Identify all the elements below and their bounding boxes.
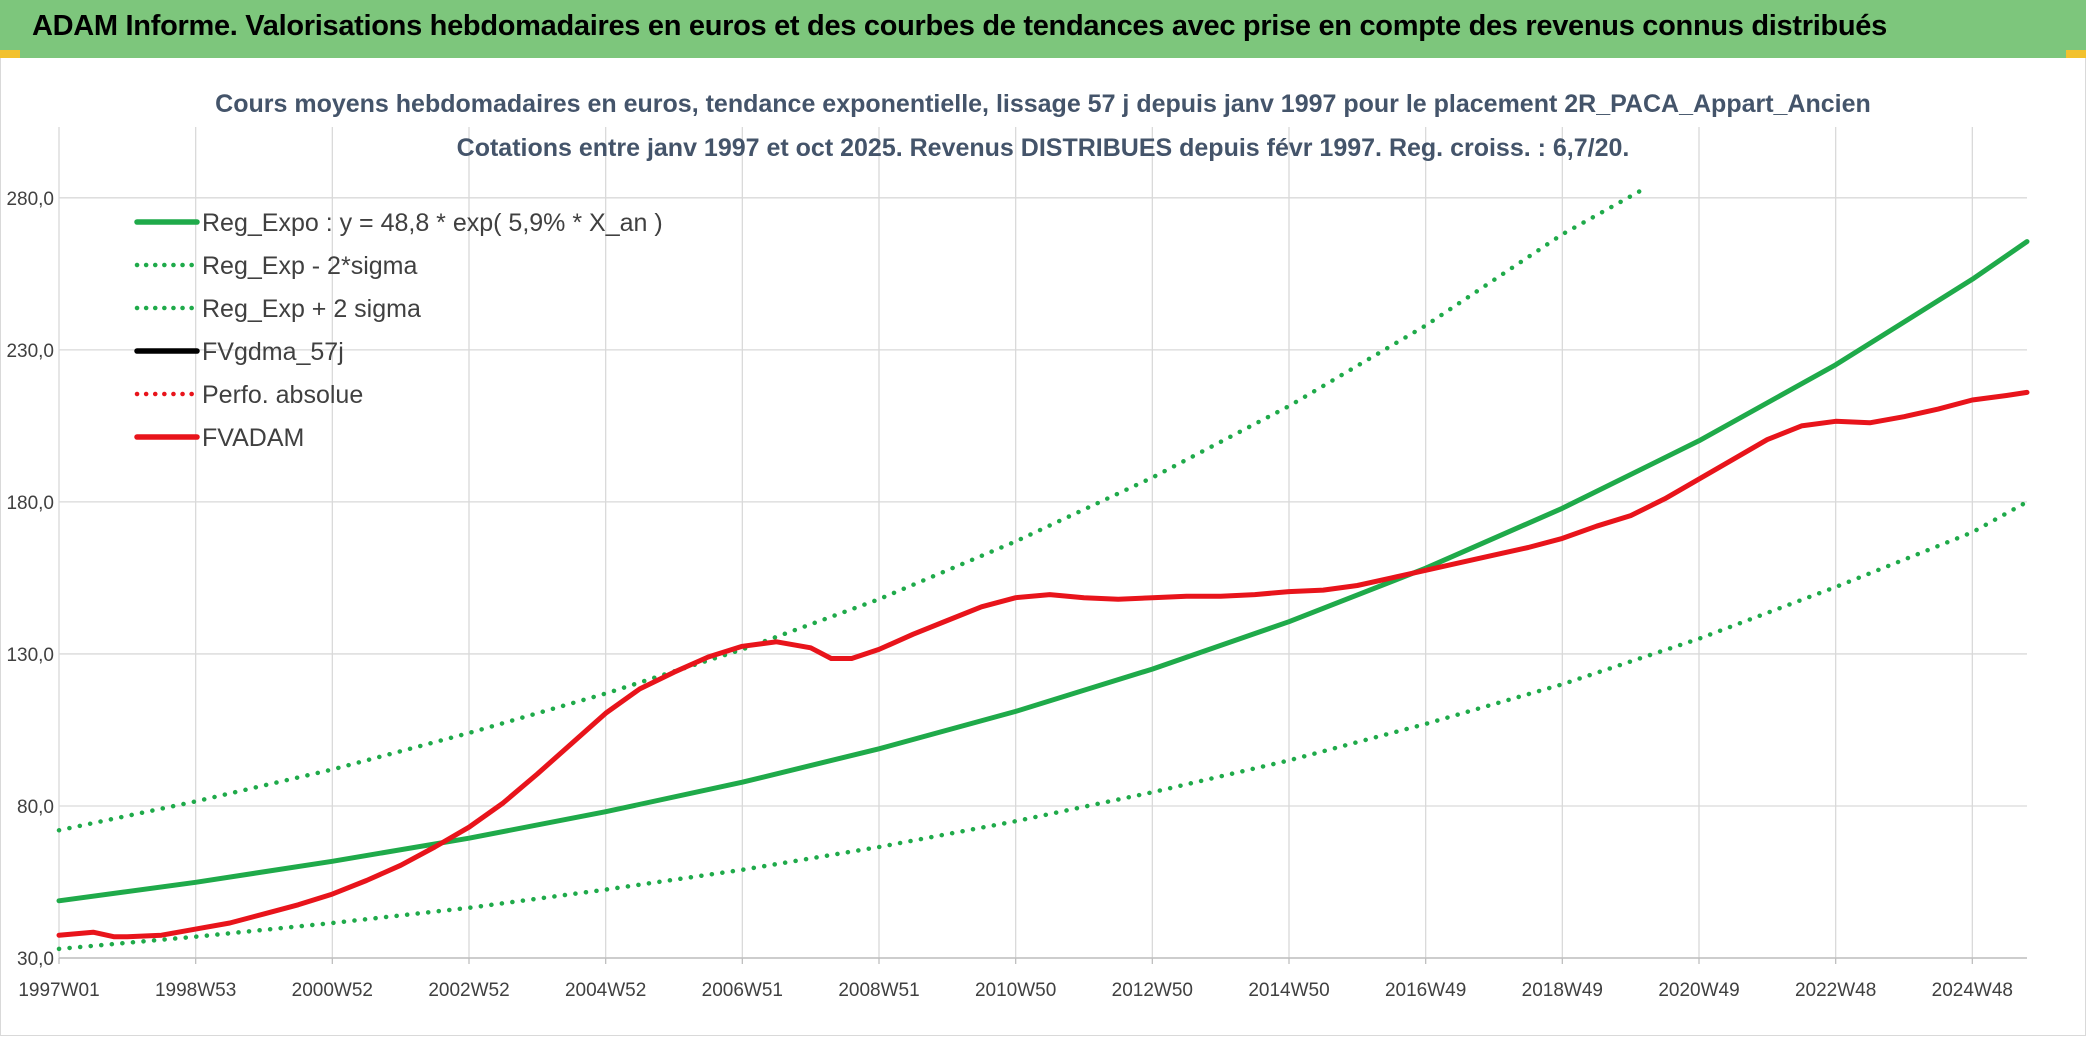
legend-label: FVADAM [202, 424, 304, 452]
series-group [56, 186, 2030, 952]
x-tick-label: 2018W49 [1522, 980, 1603, 1001]
gridlines [58, 127, 2027, 964]
legend: Reg_Expo : y = 48,8 * exp( 5,9% * X_an )… [134, 209, 663, 452]
y-tick-label: 280,0 [6, 189, 54, 210]
legend-label: Reg_Expo : y = 48,8 * exp( 5,9% * X_an ) [202, 209, 663, 237]
y-tick-label: 130,0 [6, 645, 54, 666]
x-tick-label: 2002W52 [428, 980, 509, 1001]
x-tick-label: 2004W52 [565, 980, 646, 1001]
chart-subtitle: Cotations entre janv 1997 et oct 2025. R… [457, 134, 1630, 162]
legend-label: Perfo. absolue [202, 381, 363, 409]
page-title: ADAM Informe. Valorisations hebdomadaire… [32, 10, 1887, 42]
series-line-5 [56, 389, 2030, 940]
x-tick-label: 2020W49 [1658, 980, 1739, 1001]
x-tick-label: 2016W49 [1385, 980, 1466, 1001]
x-tick-label: 2006W51 [702, 980, 783, 1001]
y-tick-label: 80,0 [17, 797, 54, 818]
legend-label: FVgdma_57j [202, 338, 344, 366]
chart-title: Cours moyens hebdomadaires en euros, ten… [215, 90, 1871, 118]
x-tick-label: 2014W50 [1248, 980, 1329, 1001]
x-tick-label: 2000W52 [292, 980, 373, 1001]
accent-corner-left [0, 50, 20, 58]
x-tick-label: 2010W50 [975, 980, 1056, 1001]
x-tick-label: 2022W48 [1795, 980, 1876, 1001]
legend-label: Reg_Exp + 2 sigma [202, 295, 421, 323]
x-axis-ticks: 1997W01 1998W53 2000W52 2002W52 2004W52 2006W… [18, 980, 2013, 1001]
y-tick-label: 180,0 [6, 493, 54, 514]
x-tick-label: 2012W50 [1112, 980, 1193, 1001]
y-tick-label: 230,0 [6, 341, 54, 362]
header-banner: ADAM Informe. Valorisations hebdomadaire… [0, 0, 2086, 58]
x-tick-label: 2024W48 [1932, 980, 2013, 1001]
accent-corner-right [2066, 50, 2086, 58]
legend-label: Reg_Exp - 2*sigma [202, 252, 417, 280]
series-line-0 [56, 239, 2030, 904]
y-axis-ticks: 30,0 80,0 130,0 180,0 230,0 280,0 [6, 189, 54, 970]
y-tick-label: 30,0 [17, 949, 54, 970]
x-tick-label: 1997W01 [18, 980, 99, 1001]
series-line-1 [56, 499, 2030, 952]
x-tick-label: 2008W51 [838, 980, 919, 1001]
series-line-2 [56, 186, 1647, 833]
x-tick-label: 1998W53 [155, 980, 236, 1001]
